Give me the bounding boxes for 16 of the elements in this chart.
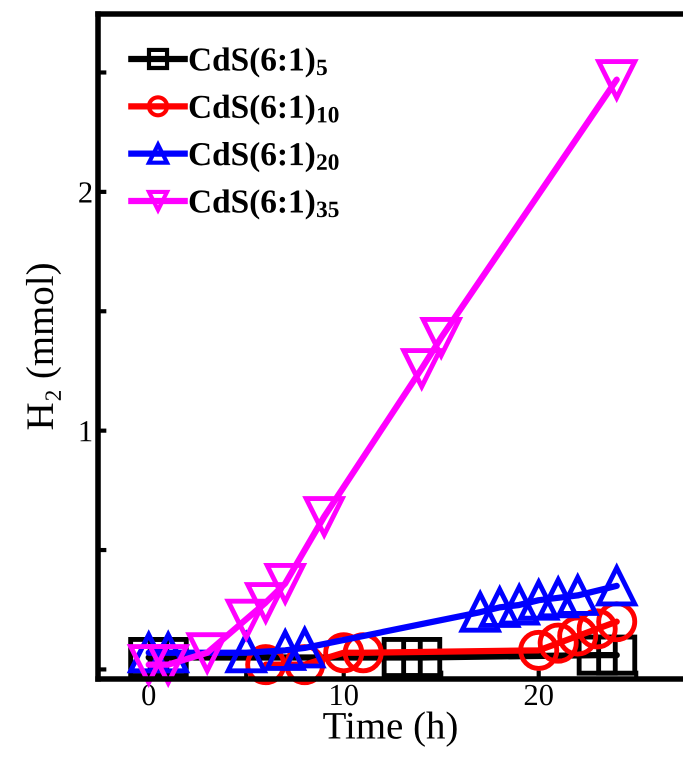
legend-label: CdS(6:1)$_{5}$ (190, 47, 327, 78)
legend-label: CdS(6:1)$_{35}$ (190, 189, 339, 220)
x-tick-label: 0 (142, 684, 156, 706)
legend-label: CdS(6:1)$_{10}$ (190, 94, 339, 125)
x-tick-label: 10 (331, 684, 358, 706)
point (557, 616, 598, 656)
legend-label: CdS(6:1)$_{20}$ (190, 142, 339, 172)
y-tick-label: 2 (79, 182, 92, 202)
point (401, 637, 442, 678)
x-axis-title: Time (h) (323, 712, 457, 747)
y-axis-title: H₂ (mmol) (26, 264, 62, 430)
point (382, 637, 423, 678)
x-tick-label: 20 (524, 684, 553, 706)
point (518, 630, 560, 671)
y-tick-label: 1 (80, 421, 92, 442)
point (538, 622, 579, 664)
